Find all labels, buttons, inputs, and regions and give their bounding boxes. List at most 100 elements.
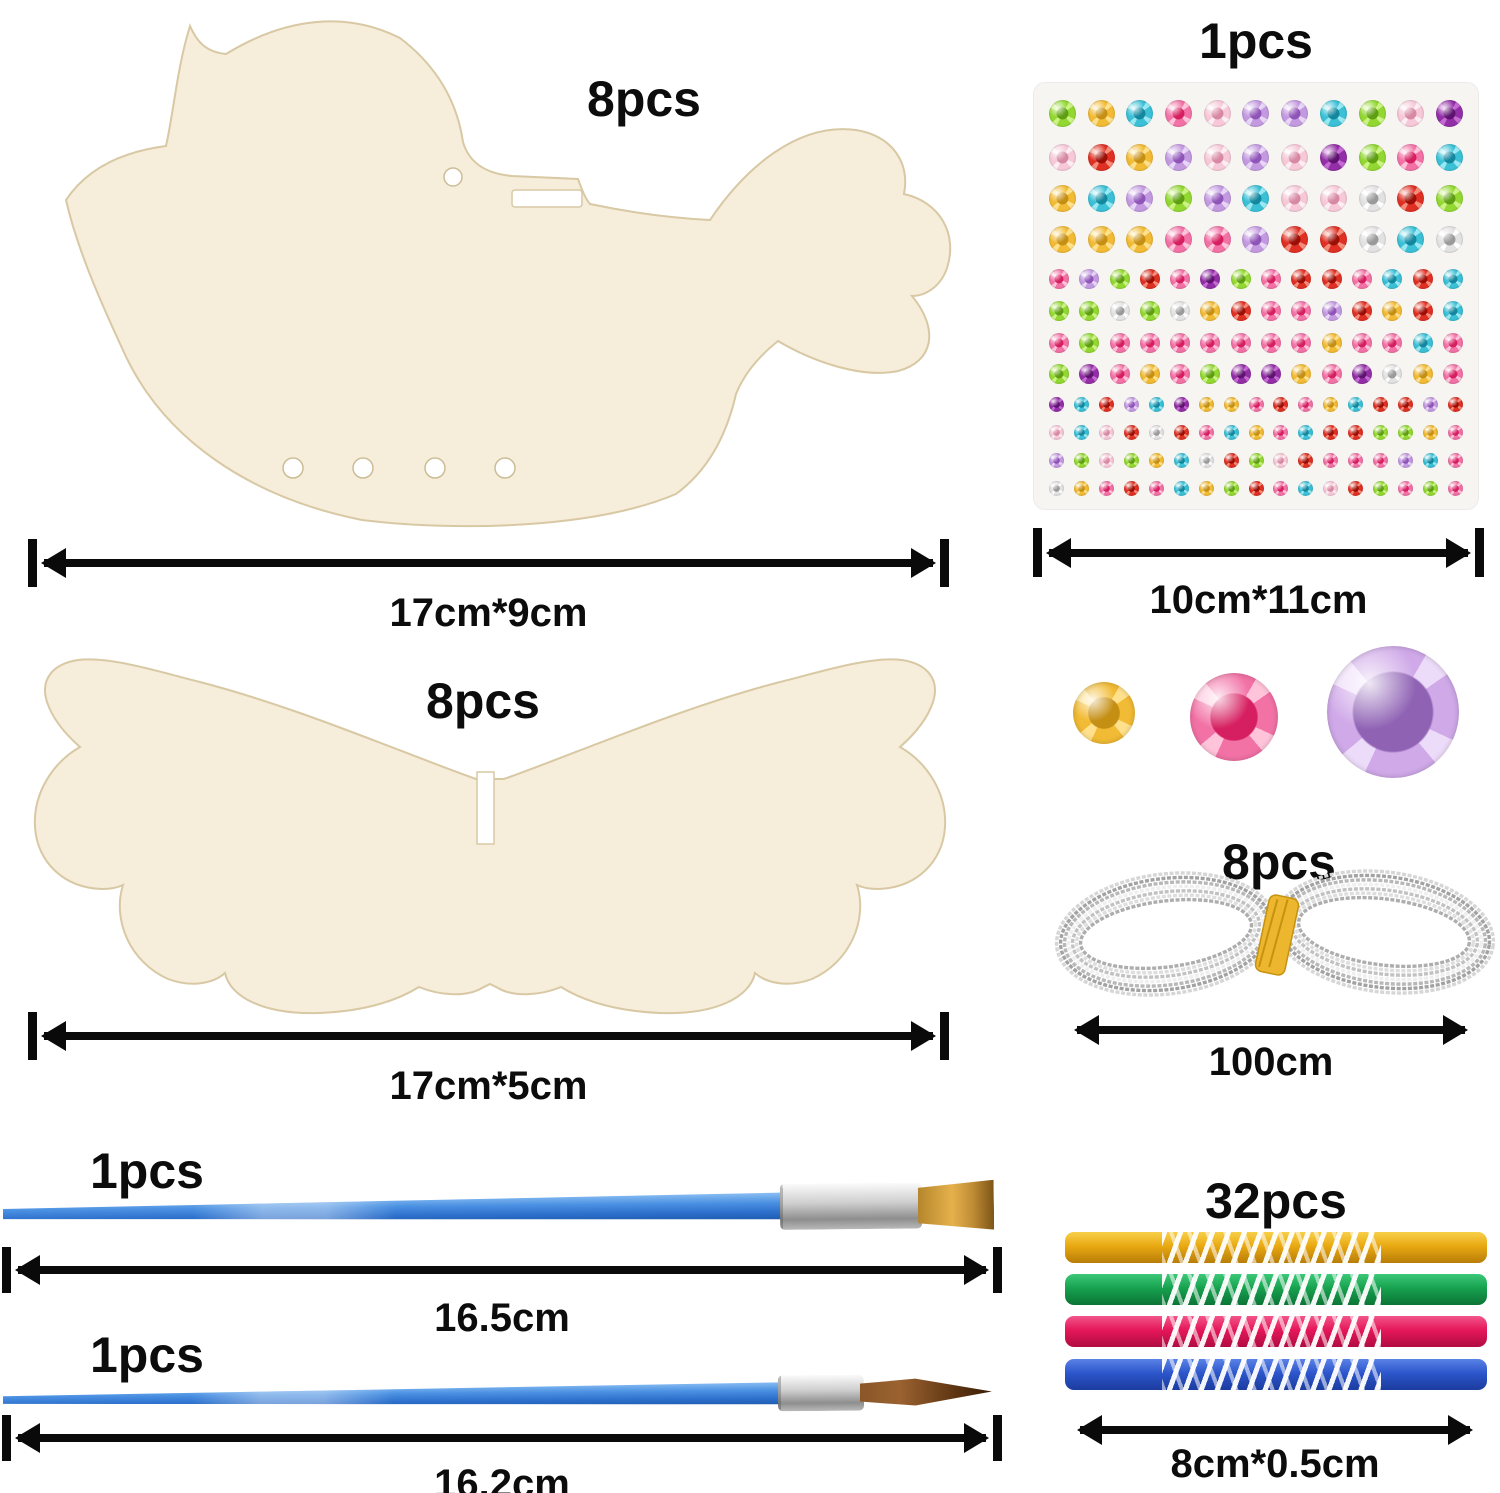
brush-flat-bristles [918,1179,995,1232]
gem-sticker [1298,396,1314,412]
gem-row [1049,364,1463,384]
gem-sticker [1173,480,1189,496]
gem-sticker [1098,424,1114,440]
twist-stick-pink [1065,1316,1487,1347]
twist-stick-green [1065,1274,1487,1305]
gem-sticker [1291,269,1312,289]
gem-sticker [1198,452,1214,468]
gem-sticker-sheet [1033,82,1479,510]
gem-sticker [1448,452,1463,468]
brush-flat-dimension-arrow [2,1247,1002,1293]
gem-sticker [1203,143,1231,171]
wings-dimension-arrow [28,1012,949,1060]
gem-row [1049,333,1463,353]
gem-sticker [1079,333,1100,353]
gem-sticker [1123,480,1139,496]
gem-sticker [1319,143,1347,171]
bird-lacing-holes [282,457,516,479]
gem-sticker [1148,452,1164,468]
cord-count-label: 8pcs [1222,834,1336,890]
gem-sticker [1123,452,1139,468]
brush-round-ferrule [777,1374,865,1412]
gem-sticker [1373,424,1389,440]
gem-sticker [1281,225,1309,253]
gem-sticker [1412,333,1433,353]
gem-sticker [1230,301,1251,321]
gem-sticker [1073,480,1089,496]
gem-sticker [1373,480,1389,496]
brush-flat-count-label: 1pcs [90,1143,204,1199]
gem-sticker [1049,452,1064,468]
gem-sticker [1049,99,1076,127]
gem-sticker [1079,364,1100,384]
gem-sticker [1139,301,1160,321]
gem-sticker [1261,364,1282,384]
gem-sticker [1423,480,1439,496]
brush-round-dimension-arrow [2,1415,1002,1461]
gem-sticker [1200,364,1221,384]
gem-sticker [1348,424,1364,440]
gem-sticker [1165,143,1193,171]
gem-sticker [1273,480,1289,496]
gem-sticker [1397,184,1425,212]
gem-sticker [1382,301,1403,321]
gem-sticker [1165,99,1193,127]
gem-row [1049,184,1463,212]
gem-sticker [1049,143,1076,171]
gem-sheet-count-label: 1pcs [1199,13,1313,69]
stick-spiral-wrap [1162,1232,1382,1263]
gem-row [1049,269,1463,289]
gem-sticker [1073,682,1135,744]
gem-sticker [1248,424,1264,440]
brush-round-dimension-label: 16.2cm [434,1462,570,1493]
gem-sticker [1230,364,1251,384]
gem-sticker [1358,225,1386,253]
gem-sticker [1351,301,1372,321]
gem-sticker [1049,424,1064,440]
gem-sticker [1203,184,1231,212]
gem-sticker [1087,225,1115,253]
gem-sticker [1273,424,1289,440]
gem-sticker [1203,225,1231,253]
gem-sticker [1049,225,1076,253]
gem-sticker [1049,480,1064,496]
gem-sticker [1321,333,1342,353]
gem-sticker [1049,269,1069,289]
gem-sticker [1351,364,1372,384]
gem-sticker [1398,424,1414,440]
gem-sticker [1098,452,1114,468]
gem-sticker [1200,269,1221,289]
gem-sticker [1412,269,1433,289]
gem-sticker [1123,396,1139,412]
gem-sticker [1348,480,1364,496]
gem-sticker [1230,269,1251,289]
brush-flat-ferrule [779,1182,923,1230]
gem-sticker [1448,424,1463,440]
brush-flat-dimension-label: 16.5cm [434,1296,570,1340]
gem-sticker [1098,396,1114,412]
gem-sticker [1358,143,1386,171]
gem-sticker [1109,269,1130,289]
gem-sticker [1126,225,1154,253]
bird-hang-hole [443,167,463,187]
gem-sticker [1170,301,1191,321]
gem-sticker [1273,452,1289,468]
gem-sticker [1423,396,1439,412]
bird-wing-slot [511,189,583,208]
brush-round-handle [3,1381,785,1412]
cord-dimension-label: 100cm [1208,1040,1334,1084]
gem-sticker [1126,143,1154,171]
gem-sticker [1109,333,1130,353]
gem-sticker [1321,364,1342,384]
gem-sticker [1049,184,1076,212]
gem-sticker [1442,269,1463,289]
gem-sticker [1098,480,1114,496]
gem-sticker [1242,225,1270,253]
gem-sticker [1248,452,1264,468]
stick-spiral-wrap [1162,1316,1382,1347]
gem-row [1049,143,1463,171]
gem-sticker [1248,480,1264,496]
twist-stick-gold [1065,1232,1487,1263]
gem-sticker [1049,396,1064,412]
